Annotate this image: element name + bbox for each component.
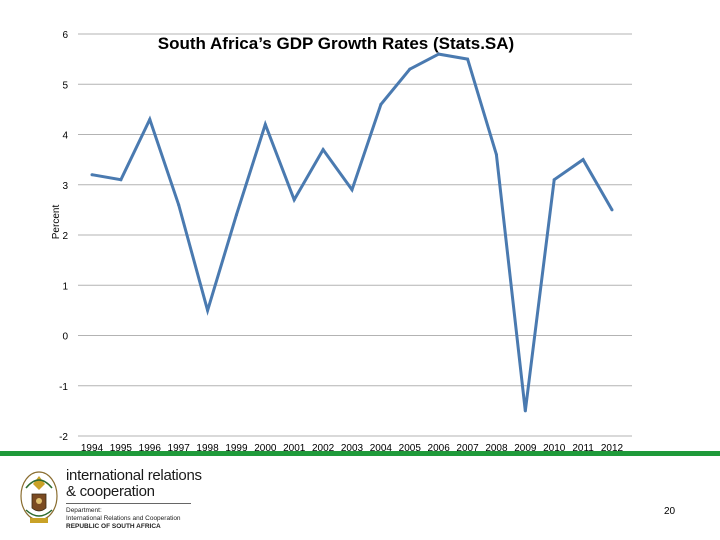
y-axis-ticks: 6 5 4 3 2 1 0 -1 -2: [59, 30, 68, 443]
data-point: [581, 158, 585, 162]
data-point: [292, 198, 296, 202]
data-point: [234, 213, 238, 217]
x-tick-label: 2009: [514, 443, 537, 452]
data-point: [90, 173, 94, 177]
org-divider: [66, 503, 191, 504]
coat-of-arms-icon: [20, 471, 58, 523]
data-point: [437, 52, 441, 56]
page-number: 20: [664, 506, 676, 517]
y-tick-label: -1: [59, 382, 68, 393]
x-tick-label: 2012: [601, 443, 624, 452]
x-tick-label: 2005: [399, 443, 422, 452]
x-tick-label: 2007: [456, 443, 479, 452]
y-tick-label: 3: [62, 181, 68, 192]
org-name-block: international relations & cooperation De…: [66, 468, 202, 531]
x-tick-label: 1994: [81, 443, 104, 452]
data-point: [552, 178, 556, 182]
x-tick-label: 2004: [370, 443, 393, 452]
x-tick-label: 1996: [139, 443, 162, 452]
y-tick-label: 4: [62, 131, 68, 142]
y-tick-label: -2: [59, 432, 68, 443]
data-point: [610, 208, 614, 212]
x-tick-label: 2000: [254, 443, 277, 452]
x-axis-ticks: 1994 1995 1996 1997 1998 1999 2000 2001 2002 2003…: [81, 443, 624, 452]
x-tick-label: 2001: [283, 443, 306, 452]
data-point: [523, 409, 527, 413]
data-point: [263, 122, 267, 126]
data-point: [148, 117, 152, 121]
y-tick-label: 0: [62, 332, 68, 343]
data-point: [408, 67, 412, 71]
dept-line-1: Department:: [66, 507, 102, 514]
x-tick-label: 2008: [485, 443, 508, 452]
x-tick-label: 2010: [543, 443, 566, 452]
org-name-line-1: international relations: [66, 467, 202, 484]
y-tick-label: 6: [62, 30, 68, 41]
chart-series: [90, 52, 614, 413]
y-tick-label: 2: [62, 231, 68, 242]
footer-accent-bar: [0, 451, 720, 456]
data-point: [321, 148, 325, 152]
data-point: [119, 178, 123, 182]
x-tick-label: 1999: [225, 443, 248, 452]
x-tick-label: 2006: [428, 443, 451, 452]
x-tick-label: 2011: [572, 443, 594, 452]
dept-line-3: REPUBLIC OF SOUTH AFRICA: [66, 523, 161, 530]
x-tick-label: 2003: [341, 443, 364, 452]
x-tick-label: 1995: [110, 443, 133, 452]
data-point: [494, 153, 498, 157]
data-point: [177, 203, 181, 207]
x-tick-label: 1998: [196, 443, 219, 452]
data-point: [466, 57, 470, 61]
x-tick-label: 2002: [312, 443, 335, 452]
y-tick-label: 1: [62, 281, 68, 292]
chart-gridlines: [78, 33, 632, 437]
chart-title: South Africa’s GDP Growth Rates (Stats.S…: [158, 34, 514, 53]
series-line: [91, 52, 614, 412]
department-logo: international relations & cooperation De…: [8, 462, 238, 536]
data-point: [379, 102, 383, 106]
x-tick-label: 1997: [168, 443, 191, 452]
y-axis-label: Percent: [51, 205, 62, 240]
data-point: [350, 188, 354, 192]
data-point: [206, 308, 210, 312]
gdp-line-chart: 6 5 4 3 2 1 0 -1 -2 1994 1995 1996 1997 1998 1999 2000…: [51, 30, 632, 452]
y-tick-label: 5: [62, 80, 68, 91]
dept-line-2: International Relations and Cooperation: [66, 515, 181, 522]
org-name-line-2: & cooperation: [66, 483, 155, 500]
